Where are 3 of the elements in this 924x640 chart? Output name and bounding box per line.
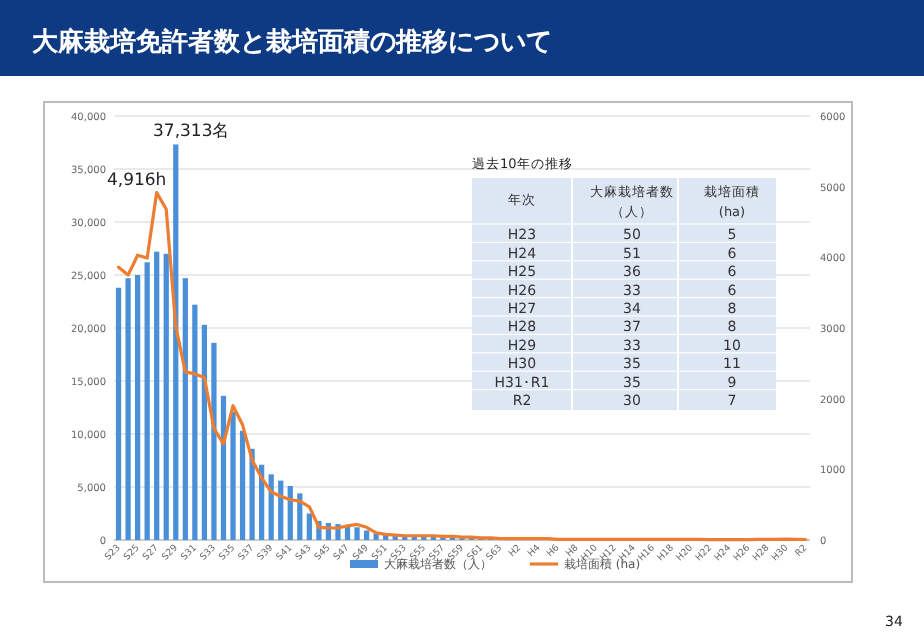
chart-title: 大麻栽培免許者数と栽培面積の推移について — [32, 26, 552, 58]
data-label: 4,916h — [106, 170, 167, 191]
data-label: 37,313名 — [153, 120, 231, 143]
